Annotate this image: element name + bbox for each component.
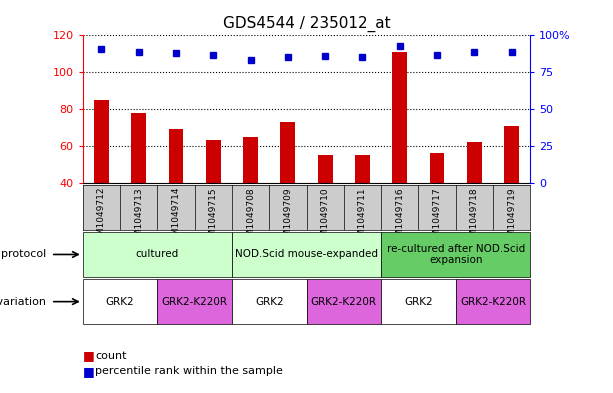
Text: percentile rank within the sample: percentile rank within the sample <box>95 366 283 376</box>
Text: cultured: cultured <box>135 250 179 259</box>
Text: GRK2-K220R: GRK2-K220R <box>311 297 377 307</box>
Bar <box>318 155 333 183</box>
Text: GSM1049719: GSM1049719 <box>507 187 516 248</box>
Text: GSM1049711: GSM1049711 <box>358 187 367 248</box>
Text: GSM1049718: GSM1049718 <box>470 187 479 248</box>
Text: GSM1049712: GSM1049712 <box>97 187 106 248</box>
Bar <box>131 113 146 183</box>
Text: re-cultured after NOD.Scid
expansion: re-cultured after NOD.Scid expansion <box>387 244 525 265</box>
Text: count: count <box>95 351 126 361</box>
Text: ■: ■ <box>83 365 94 378</box>
Bar <box>430 153 444 183</box>
Bar <box>243 137 258 183</box>
Text: GSM1049709: GSM1049709 <box>283 187 292 248</box>
Text: GSM1049717: GSM1049717 <box>433 187 441 248</box>
Bar <box>355 155 370 183</box>
Text: GRK2-K220R: GRK2-K220R <box>460 297 526 307</box>
Text: genotype/variation: genotype/variation <box>0 297 46 307</box>
Bar <box>467 142 482 183</box>
Bar <box>392 52 407 183</box>
Text: GSM1049713: GSM1049713 <box>134 187 143 248</box>
Text: GSM1049716: GSM1049716 <box>395 187 404 248</box>
Bar <box>504 126 519 183</box>
Text: GSM1049714: GSM1049714 <box>172 187 180 248</box>
Text: GSM1049708: GSM1049708 <box>246 187 255 248</box>
Bar <box>206 140 221 183</box>
Text: GSM1049710: GSM1049710 <box>321 187 330 248</box>
Text: GRK2: GRK2 <box>404 297 433 307</box>
Text: GRK2-K220R: GRK2-K220R <box>162 297 227 307</box>
Text: protocol: protocol <box>1 250 46 259</box>
Bar <box>280 122 295 183</box>
Text: GSM1049715: GSM1049715 <box>209 187 218 248</box>
Text: ■: ■ <box>83 349 94 362</box>
Text: GRK2: GRK2 <box>105 297 134 307</box>
Bar <box>94 100 109 183</box>
Text: GRK2: GRK2 <box>255 297 284 307</box>
Text: GDS4544 / 235012_at: GDS4544 / 235012_at <box>223 16 390 32</box>
Text: NOD.Scid mouse-expanded: NOD.Scid mouse-expanded <box>235 250 378 259</box>
Bar <box>169 129 183 183</box>
